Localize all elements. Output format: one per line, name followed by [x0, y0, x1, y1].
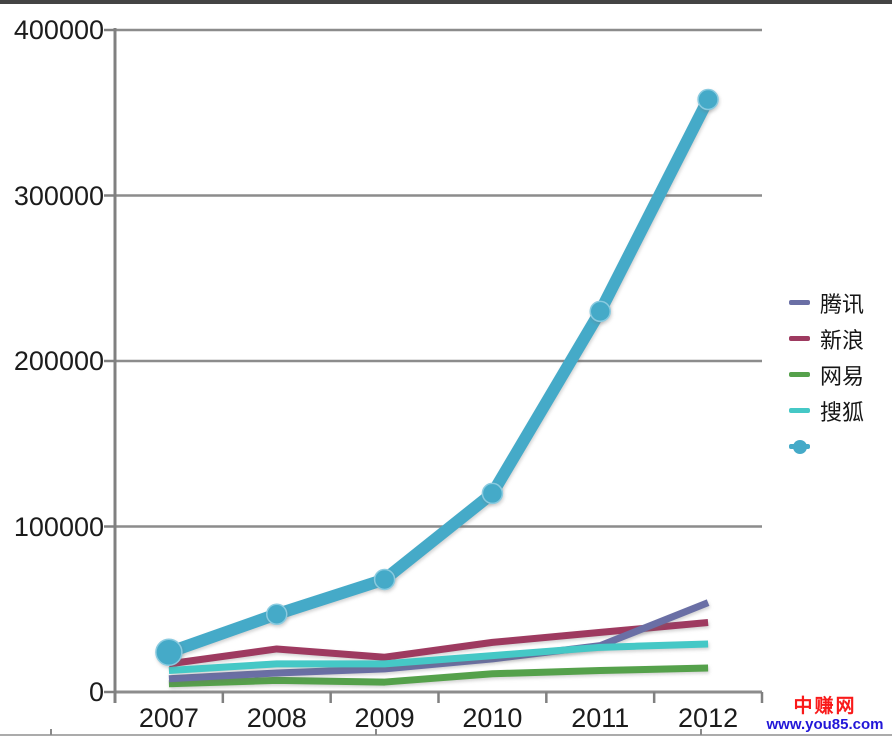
legend-item-netease: 网易 — [789, 361, 865, 389]
legend-item-sohu: 搜狐 — [789, 397, 865, 425]
x-tick-label: 2010 — [462, 703, 523, 733]
x-tick-label: 2012 — [678, 703, 739, 733]
series5-data-point-marker — [697, 88, 719, 111]
x-tick-label: 2007 — [138, 703, 199, 733]
top-border-line — [0, 0, 892, 4]
watermark-site-url: www.you85.com — [766, 716, 884, 734]
watermark-site-name: 中赚网 — [793, 696, 857, 718]
legend-item-tencent: 腾讯 — [789, 289, 865, 317]
legend-swatch-sina-line — [789, 336, 810, 341]
y-tick-label: 400000 — [13, 15, 104, 45]
legend-swatch-series5-marker — [789, 433, 810, 460]
y-tick-label: 100000 — [13, 511, 104, 542]
bottom-border-line — [0, 734, 892, 736]
legend-swatch-sohu-line — [789, 408, 810, 413]
bottom-border-tick — [700, 729, 702, 735]
legend-label-sina: 新浪 — [820, 327, 865, 353]
legend-item-sina: 新浪 — [789, 325, 865, 353]
legend-swatch-netease-line — [789, 372, 810, 377]
legend-item-series5 — [789, 433, 864, 460]
series5-data-point-marker — [481, 482, 504, 505]
y-tick-label: 0 — [88, 677, 104, 707]
series5-data-point-marker — [373, 568, 396, 591]
series-line-搜狐 — [168, 640, 709, 674]
bottom-border-tick — [375, 729, 377, 735]
legend-label-sohu: 搜狐 — [820, 399, 865, 425]
series-line-网易 — [168, 664, 709, 688]
legend-label-netease: 网易 — [820, 363, 865, 389]
bottom-border-tick — [50, 729, 52, 735]
x-tick-label: 2008 — [246, 703, 307, 733]
series-line-series5 — [166, 96, 714, 658]
series5-data-point-marker — [266, 603, 288, 625]
series-line-新浪 — [168, 619, 709, 668]
watermark: 中赚网 www.you85.com — [766, 697, 884, 733]
legend-label-tencent: 腾讯 — [820, 291, 865, 317]
y-tick-label: 200000 — [13, 346, 104, 376]
series-line-腾讯 — [168, 599, 710, 683]
x-tick-label: 2011 — [571, 703, 630, 733]
series5-data-point-marker — [155, 638, 183, 667]
y-tick-label: 300000 — [13, 180, 104, 211]
x-tick-label: 2009 — [354, 703, 415, 733]
chart-legend: 腾讯 新浪 网易 搜狐 — [789, 289, 864, 469]
legend-swatch-tencent-line — [789, 300, 810, 305]
series5-data-point-marker — [589, 300, 611, 323]
legend-series5-circle-marker-icon — [792, 439, 807, 454]
